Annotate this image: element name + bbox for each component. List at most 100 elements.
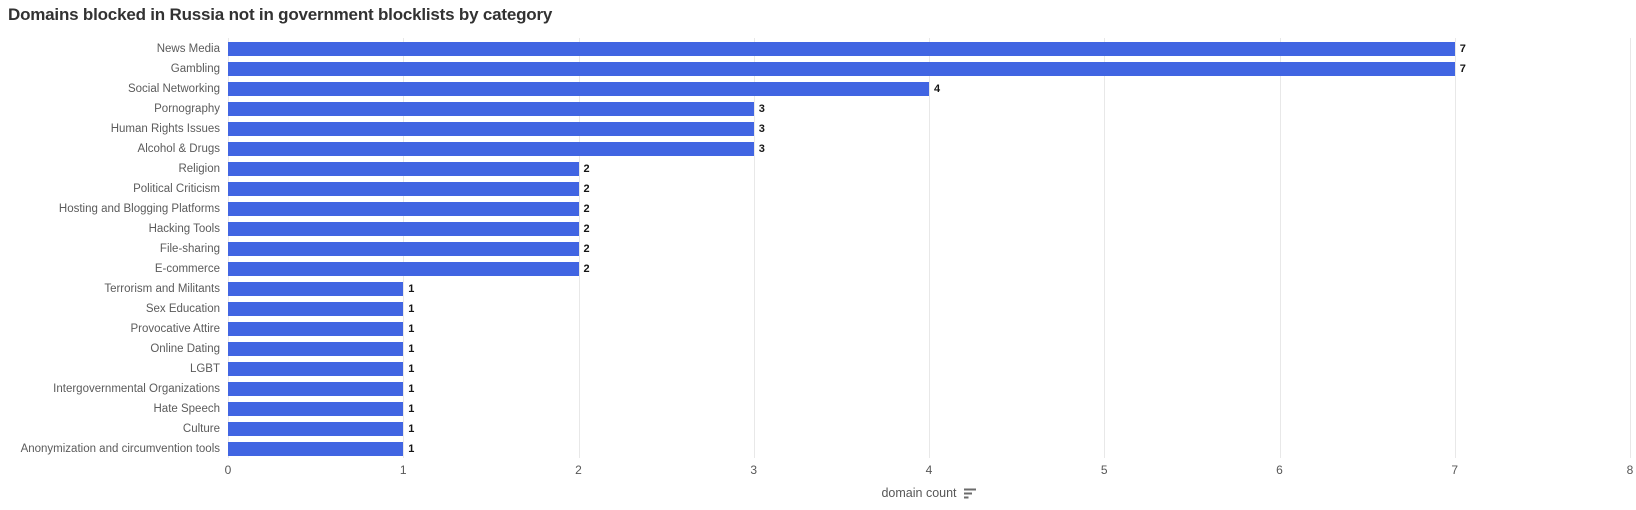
gridline (1454, 38, 1456, 458)
bar-row: Human Rights Issues 3 (0, 119, 1636, 139)
x-tick-label: 3 (750, 463, 758, 477)
bar-value-label: 7 (1459, 63, 1466, 75)
bar (228, 422, 404, 436)
category-label: Anonymization and circumvention tools (20, 443, 220, 455)
bar-track: 1 (228, 302, 1630, 316)
category-label: File-sharing (159, 243, 220, 255)
gridline (929, 38, 930, 458)
bar-track: 1 (228, 442, 1630, 456)
bar (228, 442, 404, 456)
bar (228, 242, 579, 256)
bar (228, 42, 1455, 56)
bar-value-label: 3 (758, 103, 765, 115)
bar (228, 202, 579, 216)
bar-value-label: 1 (408, 443, 415, 455)
bar-row: Religion 2 (0, 159, 1636, 179)
category-label: Terrorism and Militants (104, 283, 220, 295)
bar-row: File-sharing 2 (0, 239, 1636, 259)
bar-row: Hacking Tools 2 (0, 219, 1636, 239)
bar-value-label: 2 (583, 243, 590, 255)
bar-row: E-commerce 2 (0, 259, 1636, 279)
category-label: Sex Education (145, 303, 220, 315)
bar-value-label: 1 (408, 283, 415, 295)
category-label: Hacking Tools (148, 223, 220, 235)
bar-row: Political Criticism 2 (0, 179, 1636, 199)
bar-value-label: 1 (408, 423, 415, 435)
chart-title: Domains blocked in Russia not in governm… (8, 5, 553, 24)
bar (228, 262, 579, 276)
category-label: Hosting and Blogging Platforms (58, 203, 220, 215)
category-label: Intergovernmental Organizations (53, 383, 220, 395)
x-axis-ticks: 0 1 2 3 4 5 6 7 8 (224, 463, 1634, 477)
bar-value-label: 1 (408, 363, 415, 375)
gridline (1630, 38, 1631, 458)
bar-track: 2 (228, 262, 1630, 276)
bar-row: Gambling 7 (0, 59, 1636, 79)
bar-value-label: 4 (934, 83, 941, 95)
bar-track: 1 (228, 362, 1630, 376)
category-label: Gambling (170, 63, 220, 75)
bar (228, 82, 929, 96)
bar (228, 62, 1455, 76)
bar-value-label: 2 (583, 163, 590, 175)
bar-value-label: 1 (408, 343, 415, 355)
bar-track: 3 (228, 102, 1630, 116)
bar-track: 2 (228, 242, 1630, 256)
category-label: E-commerce (154, 263, 220, 275)
bar-value-label: 3 (758, 123, 765, 135)
bar (228, 302, 404, 316)
category-label: Online Dating (150, 343, 220, 355)
gridline (1279, 38, 1281, 458)
bar (228, 102, 754, 116)
bar (228, 322, 404, 336)
gridline (578, 38, 580, 458)
bar-track: 3 (228, 122, 1630, 136)
bar-value-label: 2 (583, 263, 590, 275)
bar-value-label: 7 (1459, 43, 1466, 55)
bar-row: LGBT 1 (0, 359, 1636, 379)
category-label: Political Criticism (133, 183, 220, 195)
x-tick-label: 1 (399, 463, 407, 477)
bar-rows: News Media 7 Gambling 7 Social Networking 4 Po… (0, 39, 1636, 459)
x-tick-label: 7 (1451, 463, 1459, 477)
category-label: Social Networking (127, 83, 220, 95)
bar (228, 402, 404, 416)
bar-value-label: 2 (583, 223, 590, 235)
x-tick-label: 4 (925, 463, 933, 477)
sort-descending-icon[interactable] (963, 488, 977, 499)
bar (228, 282, 404, 296)
category-label: Alcohol & Drugs (137, 143, 220, 155)
bar-track: 1 (228, 382, 1630, 396)
bar-row: Sex Education 1 (0, 299, 1636, 319)
category-label: LGBT (189, 363, 220, 375)
bar-track: 7 (228, 62, 1630, 76)
bar-track: 2 (228, 162, 1630, 176)
x-axis-label-group: domain count (228, 486, 1630, 500)
bar-value-label: 1 (408, 323, 415, 335)
x-tick-label: 8 (1626, 463, 1634, 477)
bar (228, 122, 754, 136)
x-tick-label: 6 (1276, 463, 1283, 477)
bar-track: 1 (228, 422, 1630, 436)
bar-value-label: 3 (758, 143, 765, 155)
bar-track: 1 (228, 402, 1630, 416)
bar (228, 142, 754, 156)
bar-value-label: 1 (408, 303, 415, 315)
category-label: Religion (178, 163, 220, 175)
bar-row: Hate Speech 1 (0, 399, 1636, 419)
bar (228, 222, 579, 236)
bar (228, 182, 579, 196)
bar-row: Culture 1 (0, 419, 1636, 439)
bar-track: 2 (228, 182, 1630, 196)
bar-track: 7 (228, 42, 1630, 56)
x-tick-label: 2 (575, 463, 582, 477)
bar-row: Alcohol & Drugs 3 (0, 139, 1636, 159)
x-tick-label: 0 (224, 463, 232, 477)
bar-row: Online Dating 1 (0, 339, 1636, 359)
gridline (1104, 38, 1106, 458)
category-label: Provocative Attire (130, 323, 220, 335)
bar (228, 162, 579, 176)
bar-row: Provocative Attire 1 (0, 319, 1636, 339)
bar-track: 2 (228, 202, 1630, 216)
